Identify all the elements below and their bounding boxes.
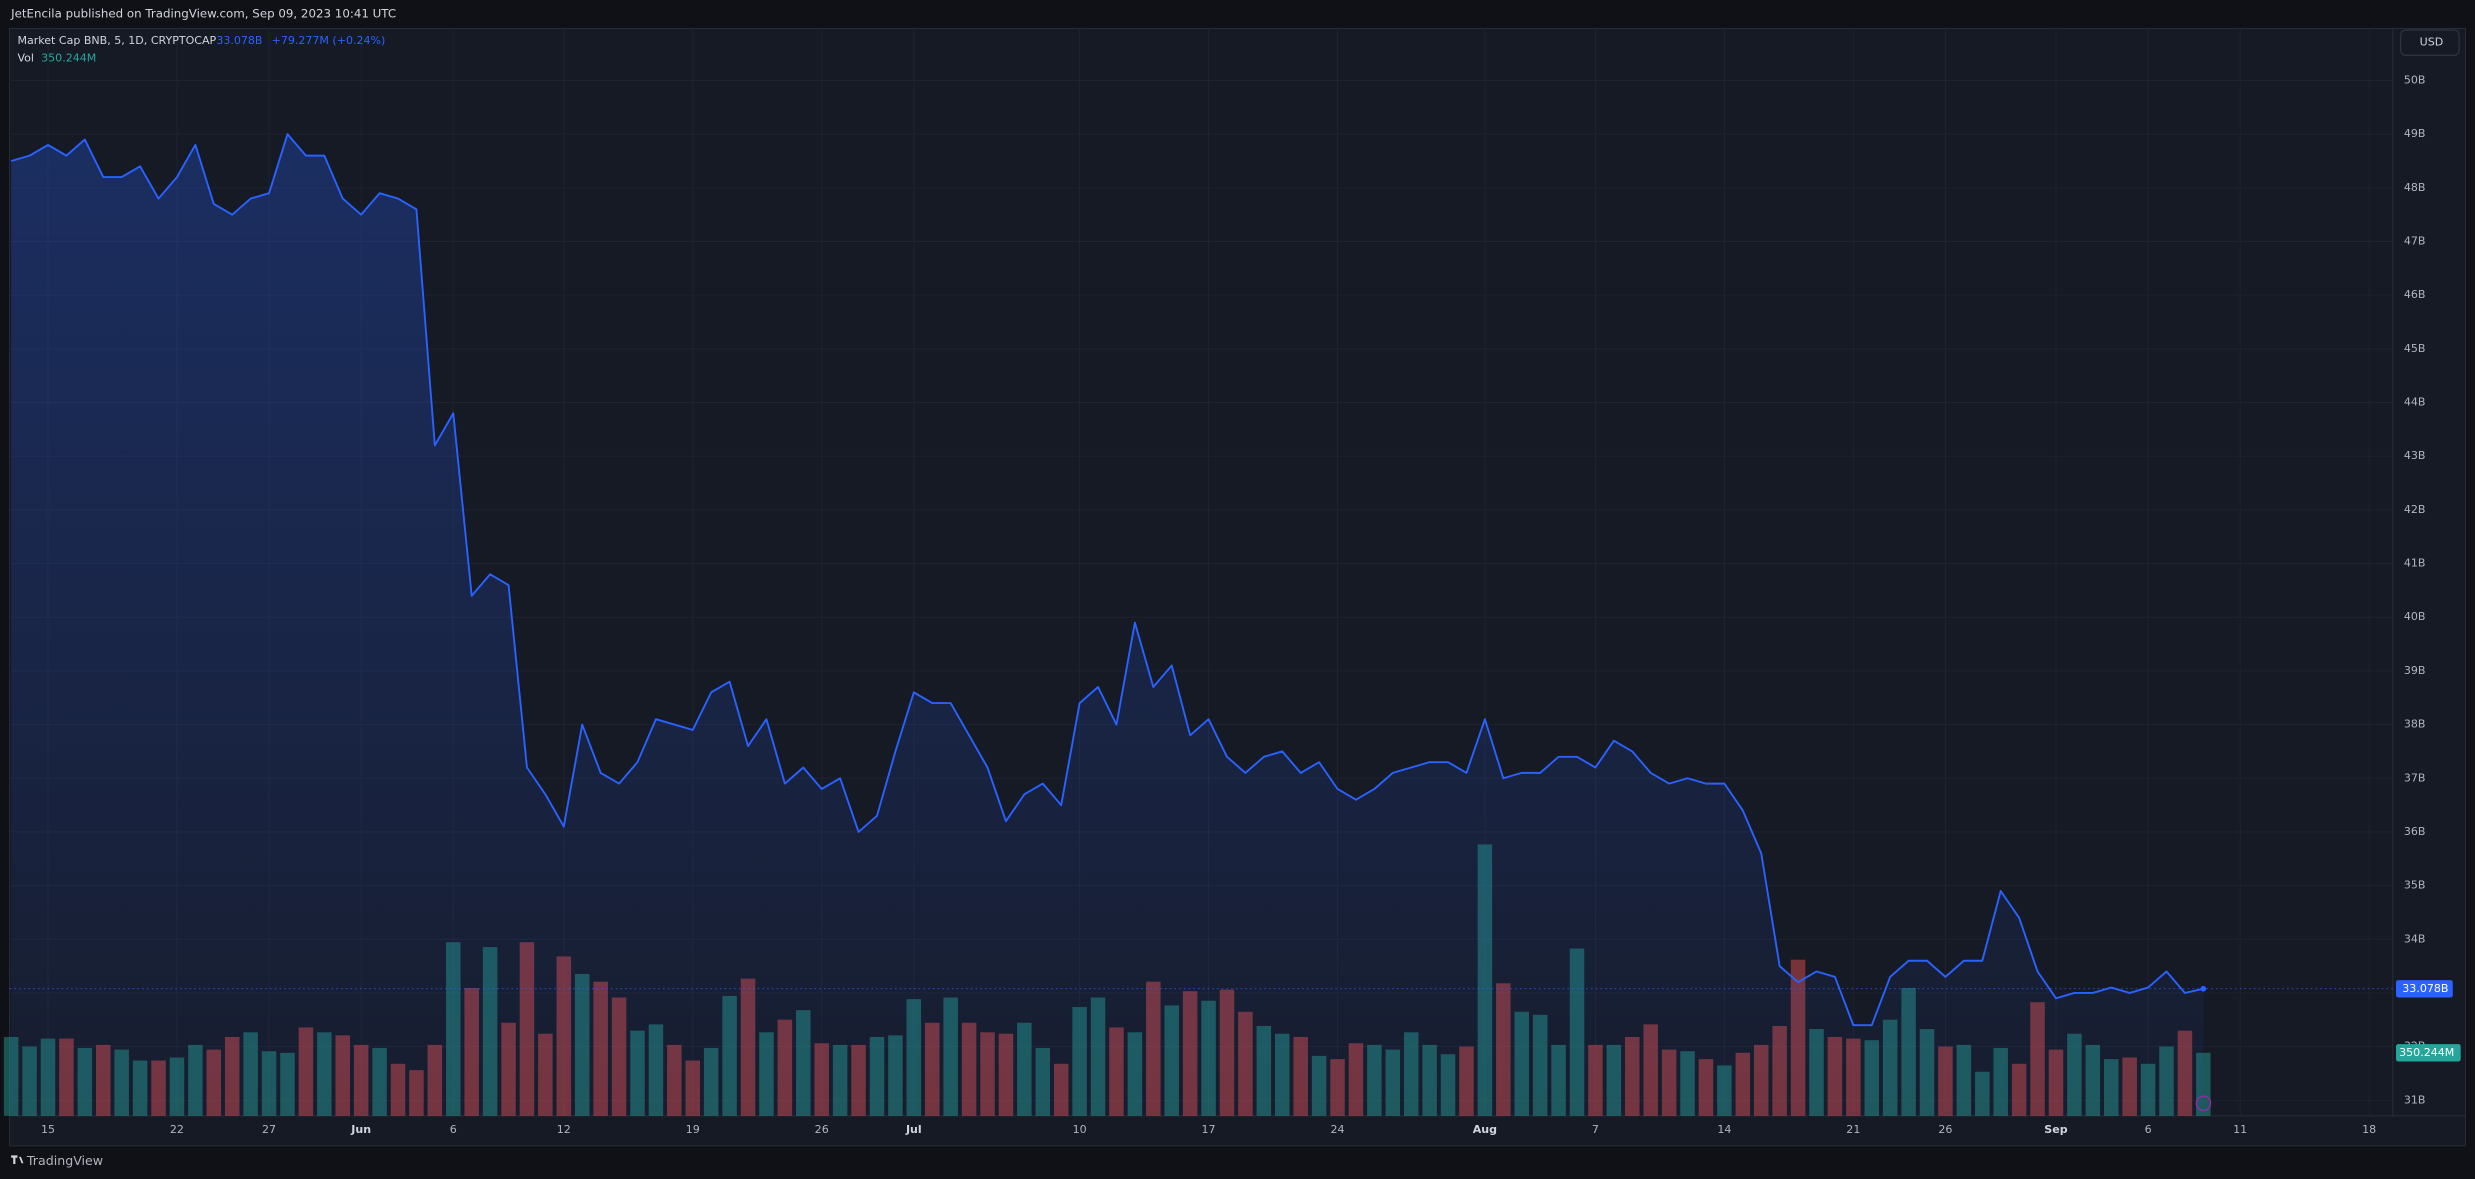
y-tick-label: 47B <box>2404 234 2426 247</box>
publisher: JetEncila published on TradingView.com, … <box>10 7 396 21</box>
x-tick-label: Sep <box>2044 1123 2067 1136</box>
y-tick-label: 35B <box>2404 879 2426 892</box>
y-tick-label: 49B <box>2404 127 2426 140</box>
x-tick-label: 22 <box>170 1123 184 1136</box>
price-line <box>10 133 2204 1027</box>
x-tick-label: 24 <box>1331 1123 1345 1136</box>
price-area <box>11 134 2204 1116</box>
x-tick-label: 6 <box>450 1123 457 1136</box>
legend-change: +79.277M (+0.24%) <box>272 34 386 47</box>
currency[interactable]: USD <box>2420 36 2444 49</box>
price-tag-label: 33.078B <box>2402 982 2448 995</box>
y-tick-label: 43B <box>2404 449 2426 462</box>
y-tick-label: 41B <box>2404 557 2426 570</box>
axes: 31B32B33B34B35B36B37B38B39B40B41B42B43B4… <box>41 73 2461 1136</box>
y-tick-label: 36B <box>2404 825 2426 838</box>
y-tick-label: 42B <box>2404 503 2426 516</box>
y-tick-label: 40B <box>2404 610 2426 623</box>
x-tick-label: 27 <box>262 1123 276 1136</box>
x-tick-label: 17 <box>1202 1123 1216 1136</box>
price-line <box>9 133 2393 1116</box>
legend-volume-value: 350.244M <box>41 51 96 64</box>
x-tick-label: 7 <box>1592 1123 1599 1136</box>
x-tick-label: 18 <box>2362 1123 2376 1136</box>
legend-volume: Vol <box>17 51 34 64</box>
x-tick-label: 19 <box>686 1123 700 1136</box>
volume-tag-label: 350.244M <box>2399 1046 2454 1059</box>
brand: TradingView <box>26 1153 103 1168</box>
y-tick-label: 39B <box>2404 664 2426 677</box>
replay-icon <box>2195 1095 2212 1111</box>
y-tick-label: 48B <box>2404 181 2426 194</box>
y-tick-label: 38B <box>2404 718 2426 731</box>
x-tick-label: 14 <box>1717 1123 1731 1136</box>
y-tick-label: 50B <box>2404 73 2426 86</box>
x-tick-label: 15 <box>41 1123 55 1136</box>
y-tick-label: 34B <box>2404 932 2426 945</box>
x-tick-label: 6 <box>2145 1123 2152 1136</box>
x-tick-label: 21 <box>1846 1123 1860 1136</box>
x-tick-label: 11 <box>2233 1123 2247 1136</box>
x-tick-label: 26 <box>1938 1123 1952 1136</box>
x-tick-label: Aug <box>1473 1123 1497 1136</box>
last-point <box>2200 985 2207 992</box>
x-tick-label: 26 <box>815 1123 829 1136</box>
y-tick-label: 45B <box>2404 342 2426 355</box>
x-tick-label: 12 <box>557 1123 571 1136</box>
brand-logo <box>11 1155 24 1165</box>
legend-price: 33.078B <box>216 34 262 47</box>
currency-button[interactable] <box>2400 29 2460 56</box>
x-tick-label: 10 <box>1073 1123 1087 1136</box>
y-tick-label: 46B <box>2404 288 2426 301</box>
y-tick-label: 31B <box>2404 1093 2426 1106</box>
price-tag <box>2395 980 2453 998</box>
x-tick-label: Jun <box>350 1123 371 1136</box>
y-tick-label: 44B <box>2404 396 2426 409</box>
legend-symbol: Market Cap BNB, 5, 1D, CRYPTOCAP <box>17 34 216 47</box>
volume-tag <box>2395 1044 2461 1062</box>
y-tick-label: 37B <box>2404 771 2426 784</box>
x-tick-label: Jul <box>905 1123 922 1136</box>
